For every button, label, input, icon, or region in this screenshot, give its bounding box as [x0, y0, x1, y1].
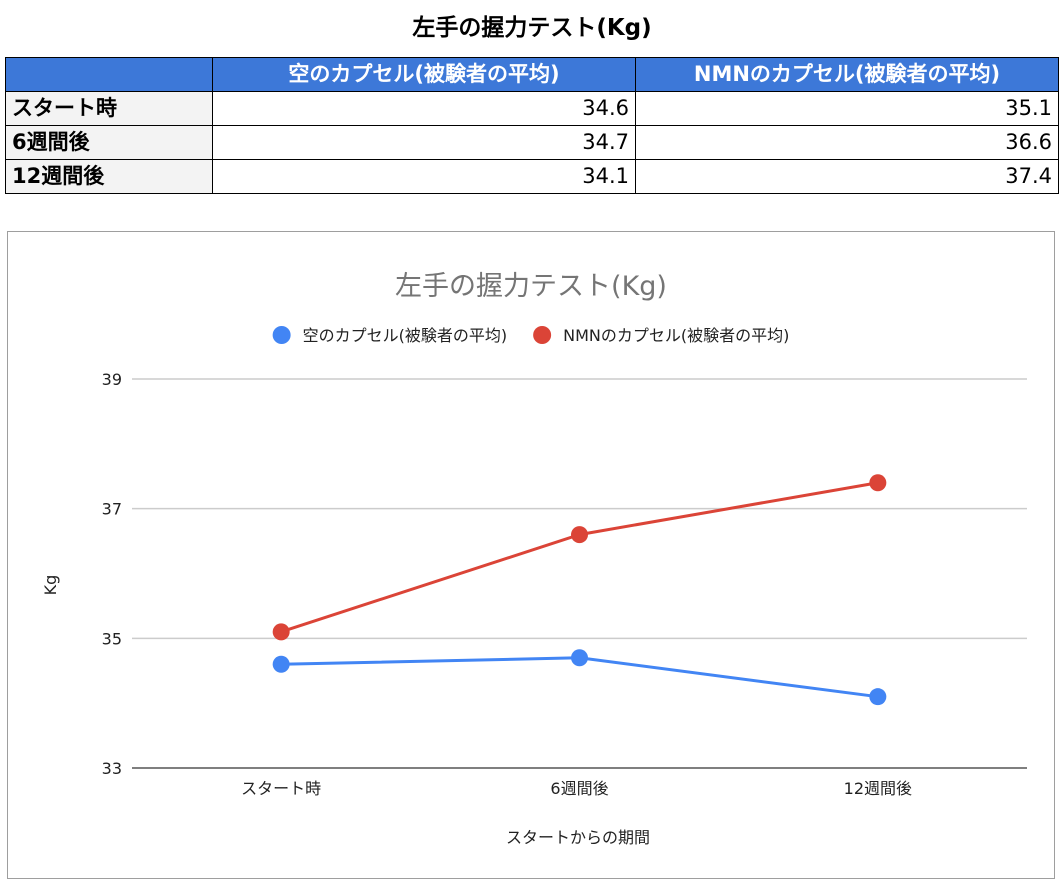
legend-item: 空のカプセル(被験者の平均) — [272, 326, 508, 345]
y-tick-label: 39 — [102, 370, 122, 389]
table-cell: 37.4 — [635, 159, 1059, 194]
data-table: 空のカプセル(被験者の平均) NMNのカプセル(被験者の平均) スタート時 34… — [5, 57, 1059, 194]
data-point — [272, 623, 290, 641]
data-point — [869, 474, 887, 492]
table-row: 12週間後 34.1 37.4 — [5, 159, 1059, 194]
legend-label: 空のカプセル(被験者の平均) — [303, 326, 508, 345]
table-row-label: 12週間後 — [5, 159, 213, 194]
legend-marker — [533, 326, 552, 344]
x-tick-label: スタート時 — [241, 779, 321, 798]
table-cell: 34.1 — [212, 159, 636, 194]
table-cell: 34.7 — [212, 125, 636, 160]
table-row-label: 6週間後 — [5, 125, 213, 160]
page-title: 左手の握力テスト(Kg) — [412, 15, 652, 41]
series-line — [280, 481, 879, 634]
table-cell: 34.6 — [212, 91, 636, 126]
y-tick-label: 37 — [102, 500, 122, 519]
table-header-row: 空のカプセル(被験者の平均) NMNのカプセル(被験者の平均) — [5, 57, 1059, 92]
series-1 — [272, 649, 887, 706]
x-axis-label: スタートからの期間 — [506, 828, 650, 847]
legend-label: NMNのカプセル(被験者の平均) — [563, 326, 789, 345]
line-chart: 左手の握力テスト(Kg) 空のカプセル(被験者の平均) NMNのカプセル(被験者の… — [41, 271, 1027, 847]
x-tick-label: 12週間後 — [844, 779, 912, 798]
y-axis-ticks: 33 35 37 39 — [102, 370, 122, 778]
data-point — [272, 655, 290, 673]
chart-frame: 左手の握力テスト(Kg) 空のカプセル(被験者の平均) NMNのカプセル(被験者の… — [7, 231, 1055, 879]
data-point — [571, 526, 588, 544]
y-tick-label: 35 — [102, 629, 122, 648]
table-row: 6週間後 34.7 36.6 — [5, 125, 1059, 160]
series-2 — [272, 474, 887, 641]
chart-grid — [132, 378, 1027, 769]
x-axis-ticks: スタート時 6週間後 12週間後 — [241, 779, 912, 798]
legend-marker — [272, 326, 291, 344]
x-tick-label: 6週間後 — [550, 779, 608, 798]
table-cell: 36.6 — [635, 125, 1059, 160]
data-point — [869, 688, 887, 706]
legend-item: NMNのカプセル(被験者の平均) — [533, 326, 789, 345]
table-header-cell: 空のカプセル(被験者の平均) — [212, 57, 636, 92]
chart-series — [272, 474, 887, 706]
table-header-corner — [5, 57, 213, 92]
data-point — [571, 649, 588, 667]
y-axis-label: Kg — [41, 575, 60, 596]
y-tick-label: 33 — [102, 759, 122, 778]
table-row: スタート時 34.6 35.1 — [5, 91, 1059, 126]
table-row-label: スタート時 — [5, 91, 213, 126]
chart-legend: 空のカプセル(被験者の平均) NMNのカプセル(被験者の平均) — [272, 326, 789, 345]
chart-title: 左手の握力テスト(Kg) — [395, 271, 667, 302]
table-header-cell: NMNのカプセル(被験者の平均) — [635, 57, 1059, 92]
table-cell: 35.1 — [635, 91, 1059, 126]
